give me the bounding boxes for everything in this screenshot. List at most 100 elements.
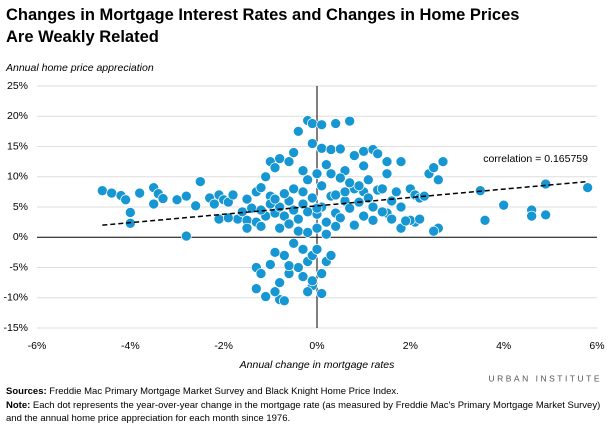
- point: [311, 244, 323, 255]
- point: [120, 194, 132, 206]
- point: [386, 195, 398, 207]
- y-tick-label: -15%: [3, 322, 28, 334]
- point: [320, 159, 332, 170]
- point: [297, 244, 309, 255]
- point: [316, 142, 328, 154]
- point: [297, 186, 309, 198]
- x-axis-title: Annual change in mortgage rates: [239, 359, 395, 371]
- point: [367, 201, 379, 213]
- point: [334, 143, 346, 155]
- point: [124, 207, 136, 218]
- point: [390, 186, 402, 198]
- point: [302, 174, 314, 186]
- x-tick-label: -2%: [214, 340, 233, 352]
- point: [320, 216, 332, 228]
- point: [376, 206, 388, 218]
- y-tick-label: -10%: [3, 292, 28, 304]
- point: [96, 185, 108, 197]
- x-tick-label: -6%: [28, 340, 47, 352]
- point: [358, 160, 370, 172]
- y-tick-label: 20%: [7, 110, 28, 122]
- point: [274, 153, 286, 164]
- point: [274, 222, 286, 234]
- point: [582, 182, 594, 193]
- point: [381, 156, 393, 167]
- y-tick-label: 25%: [7, 80, 28, 92]
- point: [353, 180, 365, 192]
- point: [334, 172, 346, 184]
- point: [306, 192, 318, 204]
- point: [381, 168, 393, 180]
- point: [288, 183, 300, 195]
- point: [330, 189, 342, 201]
- sources-label: Sources:: [6, 386, 47, 397]
- point: [306, 138, 318, 149]
- point: [339, 186, 351, 198]
- point: [283, 260, 295, 272]
- point: [428, 162, 440, 174]
- point: [288, 237, 300, 249]
- point: [330, 221, 342, 232]
- point: [395, 201, 407, 213]
- chart-title: Changes in Mortgage Interest Rates and C…: [6, 6, 520, 46]
- point: [274, 277, 286, 288]
- point: [316, 119, 328, 131]
- point: [255, 268, 267, 279]
- y-axis-title: Annual home price appreciation: [5, 62, 154, 74]
- point: [320, 228, 332, 240]
- sources-text: Freddie Mac Primary Mortgage Market Surv…: [49, 386, 399, 397]
- point: [269, 162, 281, 174]
- note-text: Each dot represents the year-over-year c…: [6, 400, 601, 424]
- point: [241, 193, 253, 205]
- point: [358, 145, 370, 157]
- point: [255, 182, 267, 193]
- y-tick-label: 10%: [7, 171, 28, 183]
- point: [311, 202, 323, 214]
- point: [325, 250, 337, 261]
- y-tick-label: 15%: [7, 140, 28, 152]
- point: [269, 286, 281, 298]
- y-tick-label: -5%: [9, 261, 28, 273]
- point: [190, 200, 202, 212]
- point: [227, 189, 239, 201]
- point: [297, 271, 309, 282]
- point: [255, 221, 267, 232]
- point: [283, 156, 295, 167]
- point: [292, 262, 304, 273]
- point: [348, 219, 360, 231]
- point: [437, 156, 449, 167]
- point: [180, 230, 192, 242]
- logo: URBAN INSTITUTE: [488, 373, 602, 383]
- point: [148, 198, 160, 210]
- note-label: Note:: [6, 400, 31, 411]
- point: [432, 174, 444, 186]
- point: [171, 194, 183, 206]
- point: [278, 250, 290, 261]
- point: [269, 247, 281, 258]
- point: [306, 275, 318, 287]
- point: [316, 268, 328, 279]
- point: [311, 168, 323, 180]
- point: [180, 190, 192, 202]
- point: [479, 214, 491, 226]
- point: [316, 180, 328, 192]
- x-tick-label: 6%: [589, 340, 604, 352]
- point: [540, 178, 552, 190]
- trend-line: [102, 180, 588, 226]
- point: [344, 115, 356, 127]
- point: [372, 148, 384, 160]
- point: [414, 213, 426, 225]
- point: [302, 227, 314, 238]
- point: [292, 126, 304, 137]
- point: [222, 212, 234, 224]
- point: [316, 288, 328, 299]
- sources: Sources: Freddie Mac Primary Mortgage Ma…: [6, 386, 399, 399]
- point: [283, 218, 295, 230]
- annotation: correlation = 0.165759: [483, 153, 588, 165]
- point: [292, 225, 304, 237]
- point: [288, 147, 300, 158]
- point: [428, 225, 440, 237]
- point: [302, 206, 314, 218]
